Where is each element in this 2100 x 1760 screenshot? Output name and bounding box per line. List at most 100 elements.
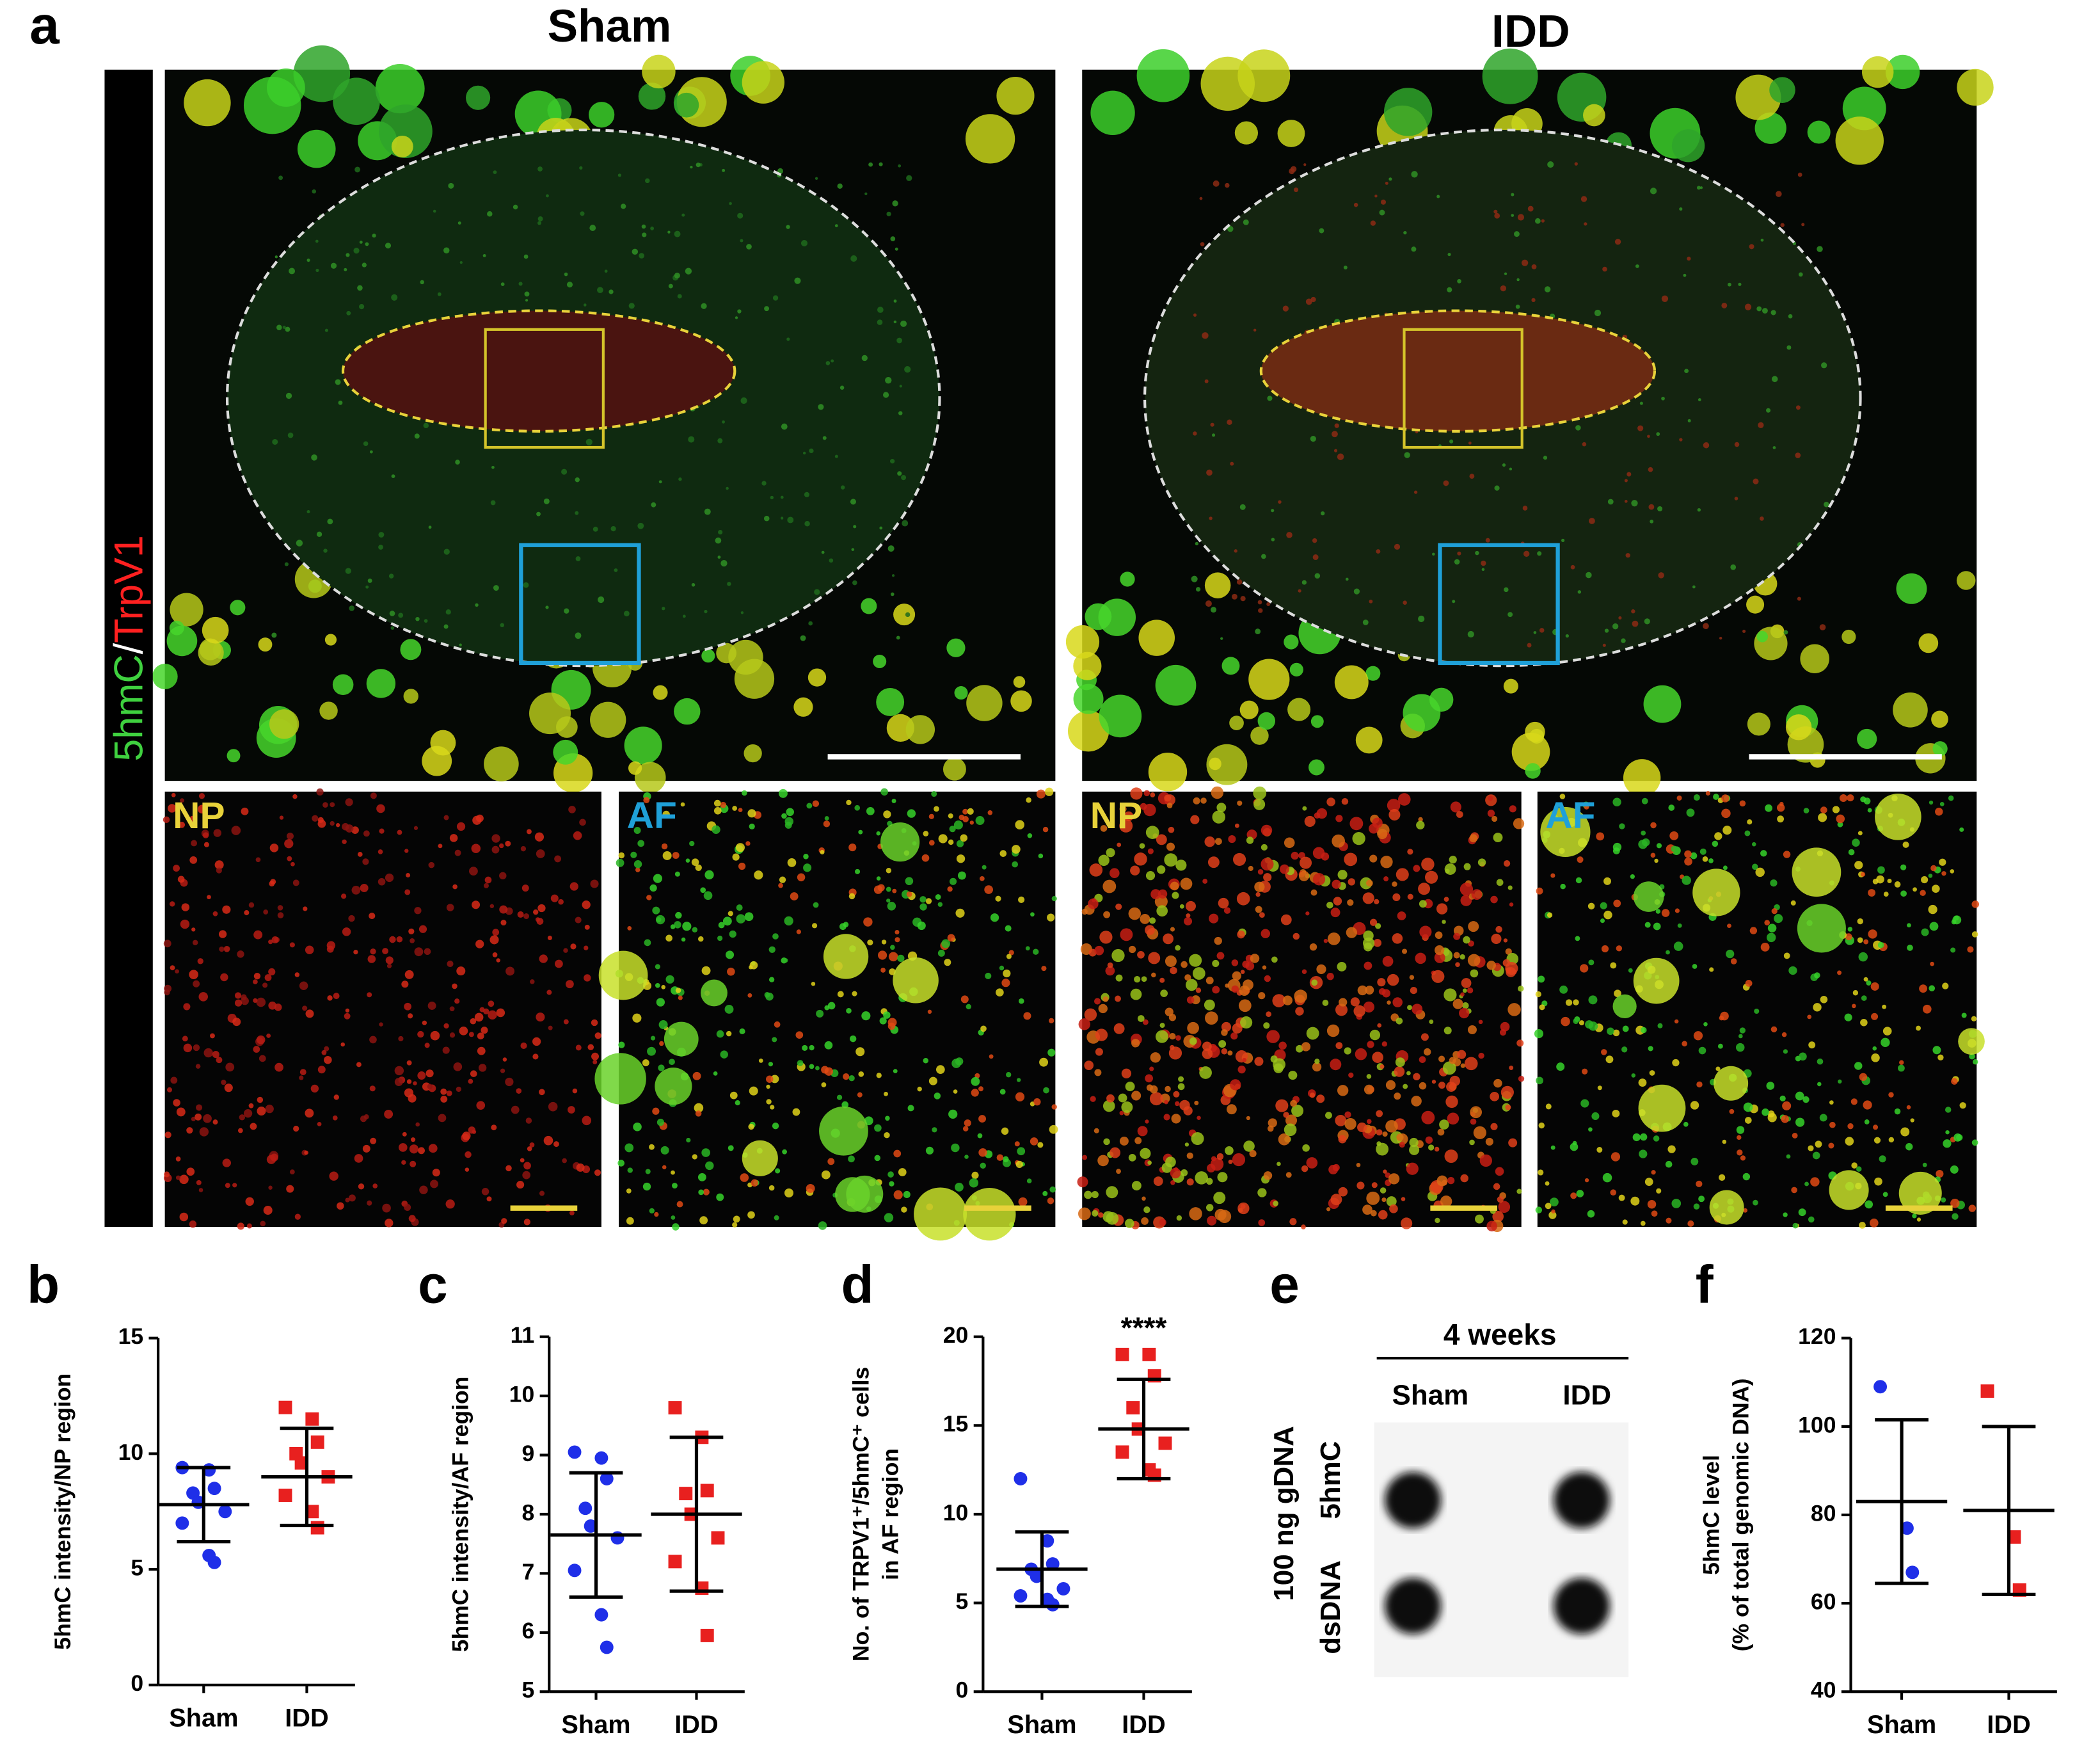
tissue-speck — [1697, 508, 1701, 512]
tissue-speck — [294, 1213, 301, 1220]
tissue-speck — [738, 808, 743, 812]
tissue-speck — [979, 876, 985, 881]
tissue-speck — [677, 294, 682, 299]
tissue-speck — [446, 1090, 452, 1096]
tissue-speck — [1640, 1220, 1646, 1226]
tissue-speck — [1785, 714, 1812, 740]
tissue-speck — [642, 1059, 649, 1067]
tissue-speck — [1932, 741, 1948, 756]
tissue-speck — [1677, 923, 1682, 928]
tissue-speck — [1143, 790, 1150, 797]
tissue-speck — [1166, 803, 1173, 809]
tissue-speck — [1539, 1004, 1545, 1011]
tissue-speck — [1863, 939, 1869, 945]
tissue-speck — [685, 268, 692, 275]
tissue-speck — [456, 1086, 462, 1092]
tissue-speck — [1037, 1142, 1044, 1148]
tissue-speck — [1232, 1153, 1246, 1167]
tissue-speck — [1221, 1029, 1228, 1036]
tissue-speck — [1815, 1140, 1822, 1148]
tissue-speck — [1371, 1182, 1378, 1188]
tissue-speck — [1556, 1062, 1565, 1071]
tissue-speck — [966, 1004, 971, 1010]
tissue-speck — [1239, 504, 1246, 510]
tissue-speck — [459, 1026, 468, 1036]
tissue-speck — [1776, 803, 1785, 812]
tissue-speck — [445, 1199, 455, 1209]
tissue-speck — [337, 1202, 344, 1210]
tissue-speck — [836, 1094, 843, 1100]
tissue-speck — [808, 621, 813, 626]
tissue-speck — [1170, 1180, 1175, 1185]
tissue-speck — [532, 1053, 539, 1060]
tissue-speck — [806, 803, 813, 809]
tissue-speck — [269, 881, 275, 887]
tissue-speck — [1419, 925, 1432, 938]
tissue-speck — [492, 929, 500, 936]
tissue-speck — [848, 844, 857, 852]
tissue-speck — [1271, 509, 1275, 513]
y-tick-label: 15 — [118, 1324, 144, 1349]
tissue-speck — [960, 834, 968, 842]
tissue-speck — [404, 889, 411, 895]
tissue-speck — [840, 485, 845, 490]
tissue-speck — [1109, 868, 1120, 879]
tissue-speck — [1434, 952, 1445, 963]
tissue-speck — [278, 175, 283, 180]
tissue-speck — [1033, 1098, 1041, 1106]
tissue-speck — [824, 1041, 833, 1050]
tissue-speck — [1746, 595, 1765, 614]
tissue-speck — [790, 892, 799, 900]
tissue-speck — [990, 913, 999, 922]
tissue-speck — [256, 1035, 266, 1044]
tissue-speck — [1394, 1066, 1405, 1077]
tissue-speck — [1419, 900, 1427, 908]
tissue-speck — [1316, 808, 1328, 819]
tissue-speck — [289, 1169, 295, 1175]
tissue-speck — [1956, 571, 1976, 590]
data-point — [568, 1564, 582, 1578]
data-point — [1873, 1380, 1888, 1394]
tissue-speck — [609, 289, 614, 294]
tissue-speck — [1790, 900, 1796, 906]
tissue-speck — [948, 839, 954, 845]
tissue-speck — [1284, 634, 1299, 650]
tissue-speck — [1319, 228, 1324, 234]
tissue-speck — [1467, 1025, 1477, 1034]
tissue-speck — [644, 939, 651, 947]
tissue-speck — [358, 1183, 365, 1190]
tissue-speck — [1639, 401, 1643, 405]
tissue-speck — [1191, 1132, 1204, 1146]
tissue-speck — [1388, 1173, 1400, 1185]
tissue-speck — [1261, 554, 1266, 559]
tissue-speck — [270, 1153, 278, 1162]
tissue-speck — [1102, 996, 1109, 1002]
tissue-speck — [1186, 979, 1198, 991]
tissue-speck — [1447, 1112, 1460, 1125]
tissue-speck — [1134, 1137, 1142, 1144]
column-title: Sham — [548, 1, 672, 52]
tissue-speck — [726, 1030, 732, 1037]
tissue-speck — [1614, 239, 1621, 245]
tissue-speck — [895, 929, 900, 935]
tissue-speck — [1343, 265, 1348, 269]
tissue-speck — [1496, 879, 1504, 886]
tissue-speck — [1170, 966, 1177, 975]
tissue-speck — [1628, 968, 1633, 973]
tissue-speck — [662, 851, 672, 860]
tissue-speck — [980, 1162, 986, 1169]
tissue-speck — [661, 985, 666, 989]
tissue-speck — [658, 480, 662, 484]
tissue-speck — [1278, 1041, 1287, 1050]
tissue-speck — [465, 1151, 472, 1158]
tissue-speck — [848, 893, 855, 900]
tissue-speck — [1684, 850, 1692, 858]
tissue-speck — [1580, 196, 1587, 202]
tissue-speck — [398, 1143, 408, 1152]
tissue-speck — [1258, 608, 1263, 613]
tissue-speck — [1470, 969, 1479, 978]
tissue-speck — [1202, 332, 1209, 339]
tissue-speck — [1916, 1025, 1921, 1031]
tissue-speck — [727, 967, 735, 976]
tissue-speck — [728, 911, 733, 916]
